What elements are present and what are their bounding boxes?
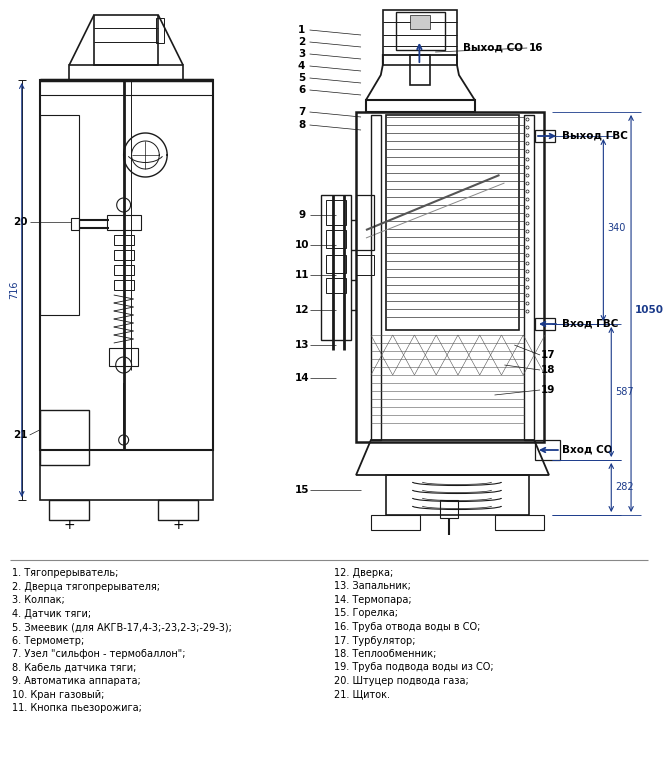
Text: 13. Запальник;: 13. Запальник;	[334, 581, 411, 591]
Bar	[535, 318, 555, 330]
Text: 1050: 1050	[635, 305, 664, 315]
Text: 2. Дверца тягопрерывателя;: 2. Дверца тягопрерывателя;	[12, 581, 160, 591]
Text: 7. Узел "сильфон - термобаллон";: 7. Узел "сильфон - термобаллон";	[12, 649, 186, 659]
Text: 8: 8	[298, 120, 306, 130]
Bar	[386, 475, 529, 515]
Text: 9: 9	[298, 210, 306, 220]
Text: 20. Штуцер подвода газа;: 20. Штуцер подвода газа;	[334, 676, 469, 686]
Bar	[71, 218, 79, 230]
Text: 1: 1	[298, 25, 306, 35]
Text: 19: 19	[541, 385, 555, 395]
Text: 10. Кран газовый;: 10. Кран газовый;	[12, 690, 105, 700]
Text: 6: 6	[298, 85, 306, 95]
Text: 16: 16	[529, 43, 543, 53]
Bar	[326, 200, 346, 225]
Bar	[40, 410, 89, 465]
Bar	[158, 500, 198, 520]
Bar	[535, 130, 555, 142]
Text: Выход ГВС: Выход ГВС	[562, 131, 628, 141]
Text: 11: 11	[294, 270, 309, 280]
Text: 7: 7	[298, 107, 306, 117]
Text: +: +	[64, 518, 75, 532]
Text: 14: 14	[294, 373, 309, 383]
Text: 21: 21	[13, 430, 27, 440]
Text: 14. Термопара;: 14. Термопара;	[334, 595, 412, 605]
Text: 18: 18	[541, 365, 555, 375]
Text: 5: 5	[298, 73, 306, 83]
Bar	[356, 195, 374, 250]
Bar	[94, 15, 158, 65]
Bar	[109, 348, 139, 366]
Text: 12. Дверка;: 12. Дверка;	[334, 568, 393, 578]
Text: 13: 13	[294, 340, 309, 350]
Text: 16. Труба отвода воды в СО;: 16. Труба отвода воды в СО;	[334, 622, 480, 632]
Bar	[396, 12, 445, 50]
Text: 19. Труба подвода воды из СО;: 19. Труба подвода воды из СО;	[334, 662, 494, 672]
Bar	[366, 100, 475, 112]
Bar	[371, 515, 420, 530]
Bar	[50, 500, 89, 520]
Text: 21. Щиток.: 21. Щиток.	[334, 690, 391, 700]
Text: 587: 587	[615, 387, 634, 397]
Bar	[114, 280, 133, 290]
Bar	[326, 230, 346, 248]
Text: Вход ГВС: Вход ГВС	[562, 319, 618, 329]
Bar	[322, 195, 351, 340]
Bar	[356, 112, 544, 442]
Text: 716: 716	[9, 280, 19, 299]
Bar	[107, 215, 141, 230]
Text: 15: 15	[294, 485, 309, 495]
Text: +: +	[172, 518, 184, 532]
Text: 17: 17	[541, 350, 555, 360]
Bar	[326, 278, 346, 293]
Bar	[356, 255, 374, 275]
Text: 11. Кнопка пьезорожига;: 11. Кнопка пьезорожига;	[12, 703, 142, 713]
Bar	[494, 515, 544, 530]
Text: 17. Турбулятор;: 17. Турбулятор;	[334, 635, 416, 646]
Text: 340: 340	[607, 223, 626, 233]
Text: Вход СО: Вход СО	[562, 445, 612, 455]
Bar	[524, 115, 534, 440]
Bar	[114, 235, 133, 245]
Text: 10: 10	[294, 240, 309, 250]
Text: 18. Теплообменник;: 18. Теплообменник;	[334, 649, 437, 659]
Text: 4. Датчик тяги;: 4. Датчик тяги;	[12, 609, 91, 619]
Bar	[156, 18, 164, 43]
Bar	[371, 115, 381, 440]
Bar	[411, 55, 430, 85]
Text: 8. Кабель датчика тяги;: 8. Кабель датчика тяги;	[12, 662, 136, 672]
Text: 5. Змеевик (для АКГВ-17,4-3;-23,2-3;-29-3);: 5. Змеевик (для АКГВ-17,4-3;-23,2-3;-29-…	[12, 622, 232, 632]
Bar	[535, 440, 560, 460]
Bar	[114, 265, 133, 275]
Bar	[40, 450, 212, 500]
Text: Выход СО: Выход СО	[463, 43, 523, 53]
Bar	[326, 255, 346, 273]
Text: 12: 12	[294, 305, 309, 315]
Bar	[40, 115, 79, 315]
Text: 3. Колпак;: 3. Колпак;	[12, 595, 64, 605]
Text: 2: 2	[298, 37, 306, 47]
Text: 3: 3	[298, 49, 306, 59]
Bar	[383, 10, 457, 65]
Text: 6. Термометр;: 6. Термометр;	[12, 635, 84, 646]
Text: 20: 20	[13, 217, 27, 227]
Text: 15. Горелка;: 15. Горелка;	[334, 609, 399, 619]
Bar	[440, 500, 458, 518]
Bar	[386, 115, 519, 330]
Bar	[40, 80, 212, 450]
Text: 4: 4	[298, 61, 306, 71]
Bar	[411, 15, 430, 29]
Text: 1. Тягопрерыватель;: 1. Тягопрерыватель;	[12, 568, 118, 578]
Bar	[114, 250, 133, 260]
Text: 9. Автоматика аппарата;: 9. Автоматика аппарата;	[12, 676, 141, 686]
Text: 282: 282	[615, 482, 634, 492]
